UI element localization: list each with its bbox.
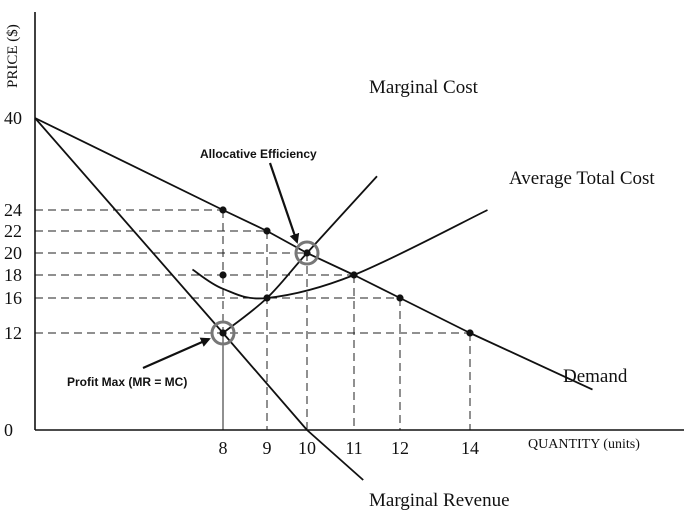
data-point (219, 206, 227, 214)
marginal-revenue-curve (34, 117, 364, 481)
x-axis-label: QUANTITY (units) (528, 437, 640, 452)
x-tick-label: 10 (298, 438, 316, 458)
data-point (303, 249, 311, 257)
data-points (219, 206, 474, 337)
data-point (350, 271, 358, 279)
x-tick-label: 12 (391, 438, 409, 458)
data-point (219, 329, 227, 337)
x-tick-label: 9 (263, 438, 272, 458)
data-point (263, 294, 271, 302)
annotation-profit-max: Profit Max (MR = MC) (67, 375, 187, 389)
x-tick-label: 11 (345, 438, 362, 458)
x-tick-label: 8 (219, 438, 228, 458)
data-point (466, 329, 474, 337)
y-tick-label: 16 (4, 288, 22, 308)
y-tick-label: 20 (4, 243, 22, 263)
axes (34, 12, 684, 431)
series-label-average-total-cost: Average Total Cost (509, 168, 655, 189)
x-tick-label: 14 (461, 438, 479, 458)
curves (34, 117, 593, 481)
data-point (396, 294, 404, 302)
annotation-allocative-efficiency: Allocative Efficiency (200, 147, 317, 161)
y-axis-label: PRICE ($) (5, 24, 21, 88)
arrow-allocative-efficiency (268, 162, 300, 244)
y-tick-label: 12 (4, 323, 22, 343)
series-label-demand: Demand (563, 366, 628, 387)
y-tick-label: 24 (4, 200, 22, 220)
demand-curve (34, 117, 593, 391)
marginal-cost-curve (222, 175, 378, 334)
guide-lines (35, 209, 471, 430)
highlight-circle-profit-max (210, 320, 236, 346)
data-point (263, 227, 271, 235)
highlight-circle-allocative-efficiency (294, 240, 320, 266)
series-label-marginal-revenue: Marginal Revenue (369, 490, 510, 511)
y-tick-label: 0 (4, 420, 13, 440)
y-tick-label: 40 (4, 108, 22, 128)
arrow-profit-max (142, 337, 211, 370)
series-label-marginal-cost: Marginal Cost (369, 77, 479, 98)
average-total-cost-curve (191, 209, 488, 300)
y-tick-label: 18 (4, 265, 22, 285)
y-tick-label: 22 (4, 221, 22, 241)
data-point (219, 271, 227, 279)
